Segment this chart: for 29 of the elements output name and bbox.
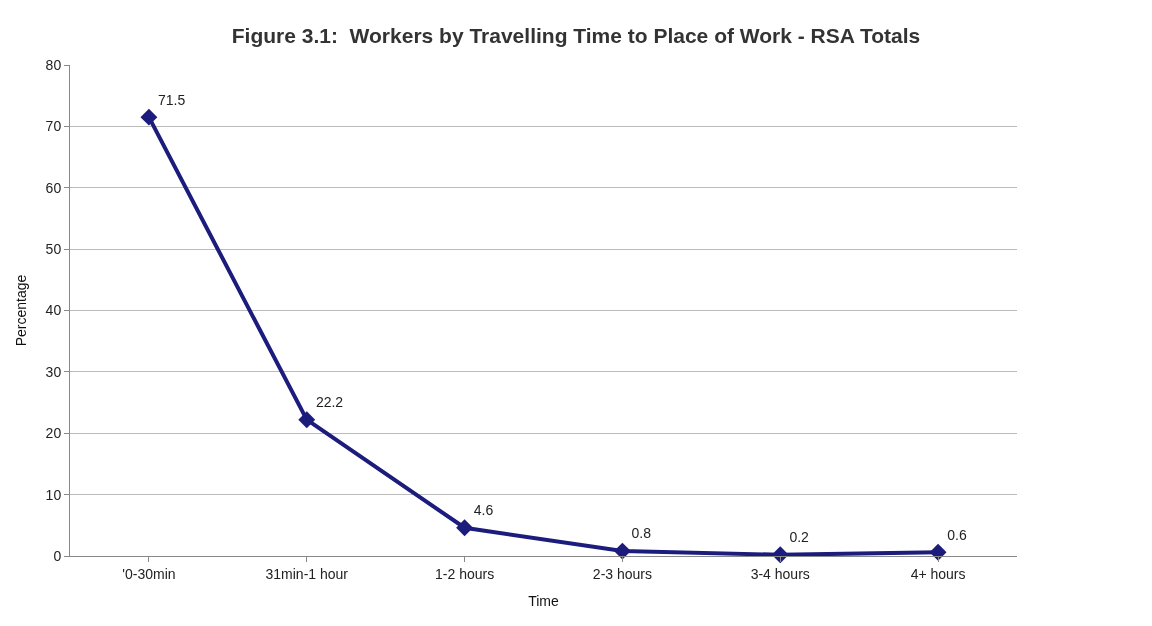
y-tick-label: 60 [45, 179, 62, 196]
y-tick-label: 80 [45, 56, 62, 73]
x-axis-title: Time [528, 593, 560, 610]
data-label: 71.5 [158, 91, 186, 108]
data-label: 0.6 [947, 526, 967, 543]
y-axis-title: Percentage [13, 274, 30, 347]
x-tick-label: '0-30min [122, 565, 176, 582]
data-label: 22.2 [315, 394, 344, 411]
y-tick-label: 0 [53, 547, 62, 564]
data-label: 0.8 [631, 525, 652, 542]
y-tick-label: 40 [45, 302, 62, 319]
y-tick-label: 50 [45, 241, 62, 258]
y-tick-label: 10 [45, 486, 62, 503]
point [929, 543, 947, 561]
x-tick-label: 3-4 hours [750, 565, 810, 582]
point [140, 108, 158, 126]
data-label: 0.2 [789, 529, 810, 546]
point [298, 411, 316, 429]
point [456, 519, 474, 537]
x-tick-label: 31min-1 hour [265, 565, 349, 582]
x-tick-label: 1-2 hours [435, 565, 495, 582]
y-tick-label: 20 [45, 425, 62, 442]
x-tick-label: 2-3 hours [592, 565, 652, 582]
data-label: 4.6 [473, 502, 494, 519]
x-tick-label: 4+ hours [910, 565, 966, 582]
y-tick-label: 30 [45, 363, 62, 380]
y-tick-label: 70 [45, 118, 62, 135]
point [613, 542, 631, 560]
chart-title: Figure 3.1: Workers by Travelling Time to Place of Work - RSA Totals [231, 23, 921, 47]
